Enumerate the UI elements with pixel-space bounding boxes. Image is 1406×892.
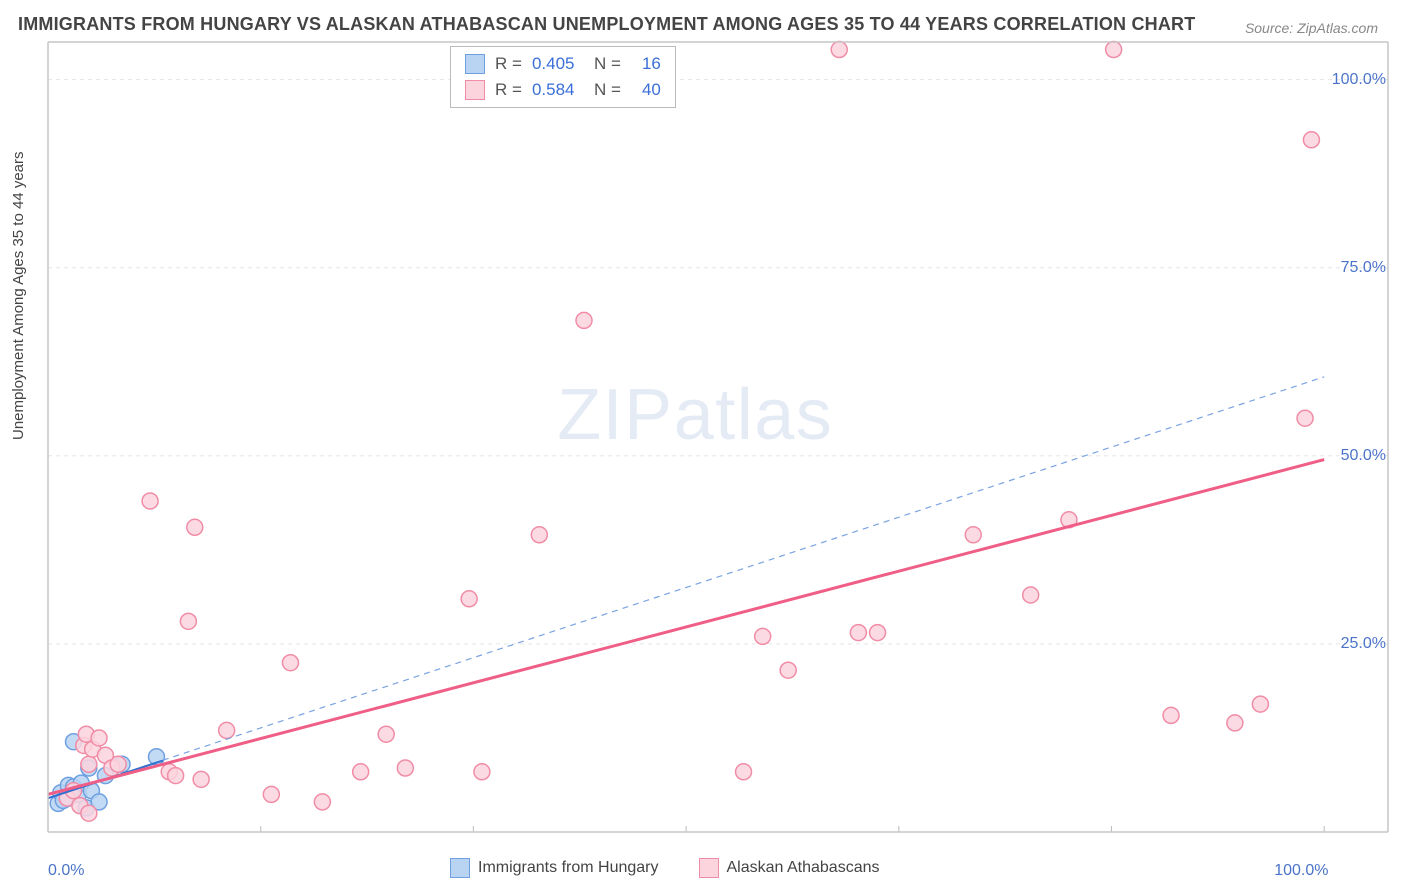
y-tick-label: 100.0% [1332, 71, 1386, 89]
data-point [531, 527, 547, 543]
data-point [755, 628, 771, 644]
scatter-chart [0, 0, 1406, 892]
data-point [81, 805, 97, 821]
data-point [1227, 715, 1243, 731]
data-point [1297, 410, 1313, 426]
data-point [870, 625, 886, 641]
data-point [965, 527, 981, 543]
data-point [378, 726, 394, 742]
data-point [1252, 696, 1268, 712]
y-tick-label: 50.0% [1341, 447, 1386, 465]
legend-swatch [699, 858, 719, 878]
data-point [353, 764, 369, 780]
data-point [219, 722, 235, 738]
legend-label: Immigrants from Hungary [478, 859, 659, 877]
data-point [282, 655, 298, 671]
data-point [1303, 132, 1319, 148]
legend-item: Immigrants from Hungary [450, 858, 659, 878]
data-point [193, 771, 209, 787]
series-legend: Immigrants from Hungary Alaskan Athabasca… [450, 858, 880, 878]
data-point [736, 764, 752, 780]
data-point [831, 42, 847, 58]
legend-swatch [465, 54, 485, 74]
legend-swatch [465, 80, 485, 100]
data-point [474, 764, 490, 780]
data-point [142, 493, 158, 509]
x-tick-label: 0.0% [48, 862, 84, 880]
stats-legend-row: R =0.405N =16 [465, 51, 661, 77]
data-point [180, 613, 196, 629]
y-tick-label: 25.0% [1341, 635, 1386, 653]
data-point [850, 625, 866, 641]
data-point [168, 768, 184, 784]
stats-legend-row: R =0.584N =40 [465, 77, 661, 103]
legend-label: Alaskan Athabascans [727, 859, 880, 877]
data-point [397, 760, 413, 776]
stats-legend: R =0.405N =16R =0.584N =40 [450, 46, 676, 108]
data-point [314, 794, 330, 810]
data-point [187, 519, 203, 535]
data-point [81, 756, 97, 772]
data-point [1163, 707, 1179, 723]
data-point [780, 662, 796, 678]
x-tick-label: 100.0% [1274, 862, 1328, 880]
data-point [461, 591, 477, 607]
y-tick-label: 75.0% [1341, 259, 1386, 277]
legend-item: Alaskan Athabascans [699, 858, 880, 878]
legend-swatch [450, 858, 470, 878]
data-point [110, 756, 126, 772]
data-point [1023, 587, 1039, 603]
data-point [576, 312, 592, 328]
data-point [263, 786, 279, 802]
data-point [1106, 42, 1122, 58]
data-point [91, 730, 107, 746]
